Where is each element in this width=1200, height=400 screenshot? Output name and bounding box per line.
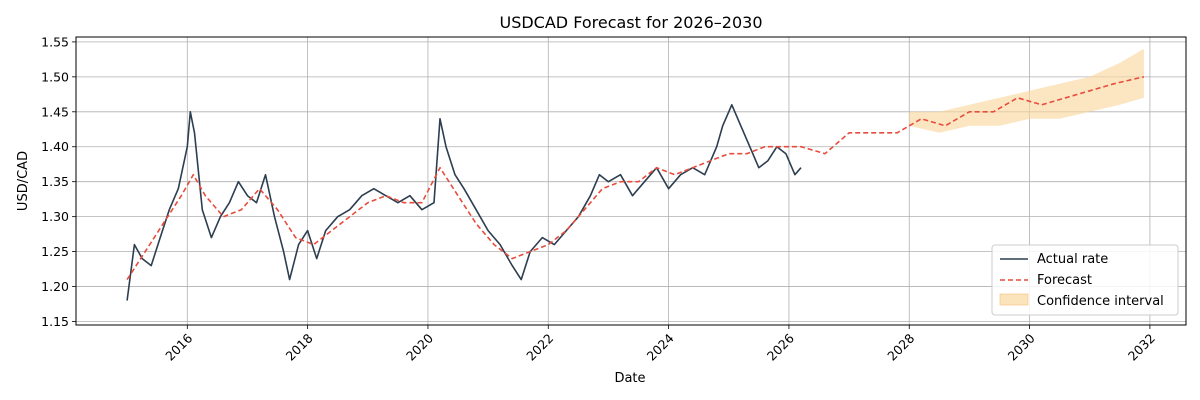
legend-actual-label: Actual rate: [1037, 252, 1108, 267]
y-tick-label-1.20: 1.20: [41, 279, 69, 294]
legend: Actual rate Forecast Confidence interval: [991, 244, 1179, 316]
axes-frame: [75, 36, 1187, 326]
y-tick-label-1.30: 1.30: [41, 209, 69, 224]
y-tick-label-1.40: 1.40: [41, 139, 69, 154]
x-axis-label: Date: [614, 371, 645, 386]
forecast-line: [126, 76, 1145, 281]
chart-title: USDCAD Forecast for 2026–2030: [499, 13, 762, 32]
legend-confidence-label: Confidence interval: [1037, 294, 1164, 309]
y-tick-label-1.35: 1.35: [41, 174, 69, 189]
legend-forecast-label: Forecast: [1037, 273, 1092, 288]
legend-confidence-swatch: [999, 293, 1029, 306]
y-axis: 1.15 1.20 1.25 1.30 1.35 1.40 1.45 1.50 1.55: [41, 34, 76, 329]
plot-area: [126, 48, 1145, 301]
legend-box: [991, 244, 1179, 316]
y-tick-label-1.45: 1.45: [41, 104, 69, 119]
y-axis-label: USD/CAD: [16, 151, 31, 211]
y-tick-label-1.50: 1.50: [41, 69, 69, 84]
y-tick-label-1.55: 1.55: [41, 34, 69, 49]
actual-rate-line: [126, 104, 802, 301]
y-tick-label-1.15: 1.15: [41, 314, 69, 329]
y-tick-label-1.25: 1.25: [41, 244, 69, 259]
